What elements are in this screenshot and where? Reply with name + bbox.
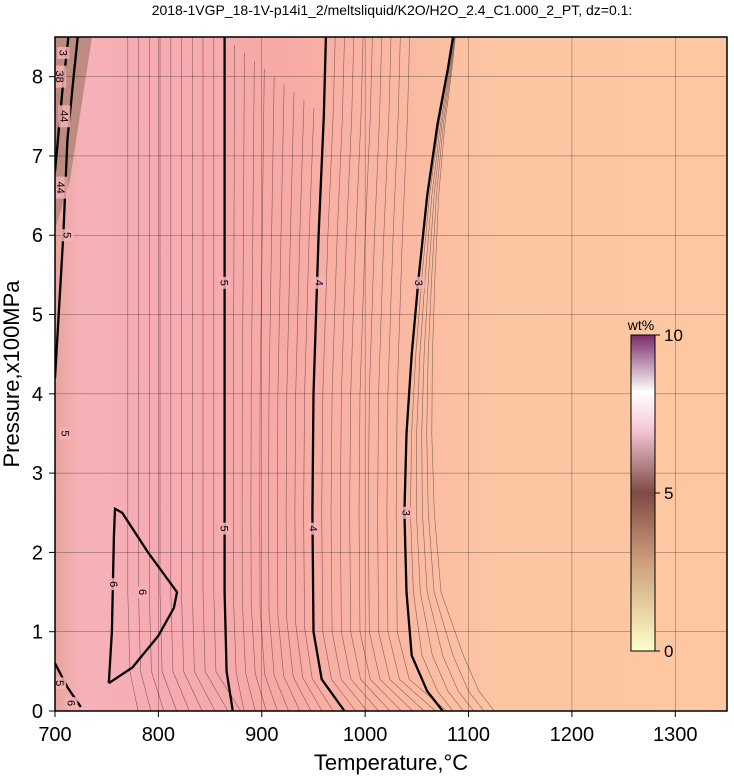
contour-label: 5 xyxy=(218,522,231,535)
contour-label: 5 xyxy=(53,677,67,690)
x-tick-label: 800 xyxy=(142,724,175,746)
x-tick-label: 1100 xyxy=(447,724,490,746)
contour-label-text: 6 xyxy=(65,700,77,706)
thin-contour-line xyxy=(395,37,447,711)
thin-contour-line xyxy=(330,37,368,711)
contour-label: 3 xyxy=(56,46,70,59)
contour-label: 4 xyxy=(313,276,326,289)
thin-contour-line xyxy=(358,37,402,711)
colorbar-ticks: 0 5 10 xyxy=(655,326,683,661)
thin-contour-line xyxy=(367,37,413,711)
contour-label-bg xyxy=(65,697,78,710)
contour-label-bg xyxy=(55,176,68,199)
bold-contour-line xyxy=(223,37,234,711)
thin-contour-line xyxy=(349,37,391,711)
contour-label: 6 xyxy=(136,586,149,599)
bold-contour-line xyxy=(403,37,455,711)
contour-label-text: 4 xyxy=(313,280,325,286)
contour-label-text: 3 xyxy=(412,280,424,286)
y-tick-label: 2 xyxy=(32,542,43,564)
y-tick-label: 6 xyxy=(32,225,43,247)
thin-contour-line xyxy=(321,37,357,711)
colorbar-ramp xyxy=(630,334,656,652)
contour-label: 5 xyxy=(58,427,72,440)
x-tick-label: 700 xyxy=(38,724,71,746)
contour-label-text: 3 xyxy=(56,50,68,56)
plot-background xyxy=(55,37,727,711)
x-axis-ticks: 700 800 900 1000 1100 1200 1300 xyxy=(38,711,698,746)
contour-label-text: 44 xyxy=(54,182,66,194)
chart-title: 2018-1VGP_18-1V-p14i1_2/meltsliquid/K2O/… xyxy=(152,2,633,18)
colorbar: wt% 0 5 10 xyxy=(627,317,683,661)
contour-label-text: 6 xyxy=(136,589,148,595)
x-axis-label: Temperature,°C xyxy=(314,750,468,775)
y-tick-label: 1 xyxy=(32,622,43,644)
x-tick-label: 1000 xyxy=(343,724,388,746)
y-tick-label: 4 xyxy=(32,384,43,406)
thin-contour-line xyxy=(339,37,379,711)
y-tick-label: 8 xyxy=(32,67,43,89)
contour-label-text: 6 xyxy=(107,581,119,587)
y-tick-label: 5 xyxy=(32,305,43,327)
contour-label: 3 xyxy=(412,276,425,289)
contour-label-text: 5 xyxy=(58,430,70,436)
contour-label-text: 38 xyxy=(53,71,65,83)
x-tick-label: 1200 xyxy=(550,724,595,746)
contour-label: 44 xyxy=(57,105,71,128)
thin-contour-line xyxy=(377,37,425,711)
contour-label-bg xyxy=(57,46,70,59)
contour-label-bg xyxy=(307,522,320,535)
contour-label-bg xyxy=(218,522,231,535)
contour-label-bg xyxy=(59,427,72,440)
contour-label-text: 5 xyxy=(60,232,72,238)
contour-label-bg xyxy=(136,586,149,599)
contour-label: 5 xyxy=(218,276,231,289)
contour-label-text: 5 xyxy=(218,280,230,286)
colorbar-tick-label: 10 xyxy=(664,326,683,345)
x-tick-label: 900 xyxy=(245,724,278,746)
bold-contour-line xyxy=(107,506,179,685)
contour-label-text: 3 xyxy=(400,510,412,516)
contour-label: 6 xyxy=(65,697,78,710)
contour-label: 5 xyxy=(60,229,74,242)
bold-contour-line xyxy=(311,37,346,711)
y-tick-label: 7 xyxy=(32,146,43,168)
contour-label: 4 xyxy=(306,522,320,535)
contour-label-bg xyxy=(400,506,413,519)
contour-label-text: 4 xyxy=(306,526,318,532)
thin-contour-line xyxy=(386,37,436,711)
colorbar-tick-label: 5 xyxy=(664,484,673,503)
contour-label: 3 xyxy=(400,506,413,519)
bold-contour-line xyxy=(55,37,79,379)
contour-label-bg xyxy=(61,229,74,242)
contour-label-bg xyxy=(218,276,231,289)
contour-label-bg xyxy=(412,276,425,289)
contour-label-text: 44 xyxy=(57,110,69,122)
contour-label-bg xyxy=(313,276,326,289)
contour-label-bg xyxy=(107,578,120,591)
contour-label-text: 5 xyxy=(218,526,230,532)
contour-label-text: 5 xyxy=(53,680,65,686)
y-axis-label: Pressure,x100MPa xyxy=(0,280,24,468)
contour-label: 6 xyxy=(107,578,120,591)
y-tick-label: 3 xyxy=(32,463,43,485)
colorbar-tick-label: 0 xyxy=(664,642,673,661)
colorbar-label: wt% xyxy=(627,317,654,333)
contour-label-bg xyxy=(58,105,71,128)
contour-label-bg xyxy=(54,677,67,690)
contour-label: 44 xyxy=(54,176,68,199)
plot-frame xyxy=(54,36,728,712)
contour-label: 38 xyxy=(53,65,67,88)
y-tick-label: 0 xyxy=(32,701,43,723)
contour-label-bg xyxy=(54,65,67,88)
y-axis-ticks: 0 1 2 3 4 5 6 7 8 xyxy=(32,67,55,723)
x-tick-label: 1300 xyxy=(653,724,698,746)
